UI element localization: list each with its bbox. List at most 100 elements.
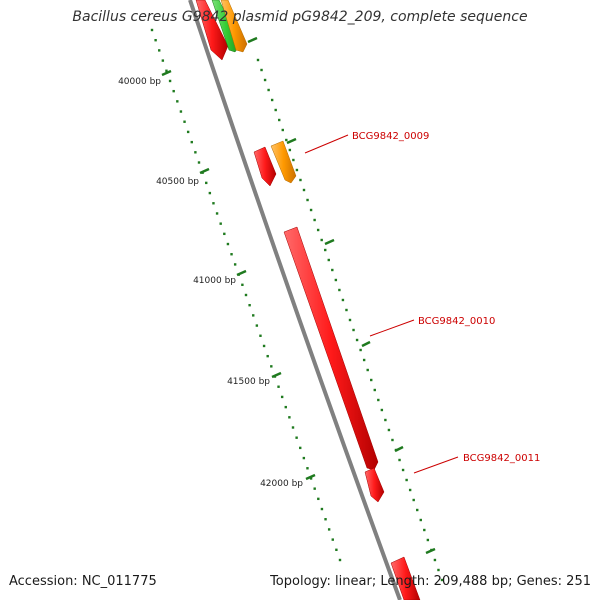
- accession-text: Accession: NC_011775: [9, 574, 157, 589]
- gene-leader-line: [304, 134, 349, 154]
- ruler-dot: [172, 89, 175, 93]
- gene-arrow[interactable]: [270, 140, 297, 184]
- ruler-dot: [256, 58, 260, 62]
- ruler-dot: [313, 218, 316, 222]
- ruler-dot: [150, 28, 154, 32]
- ruler-dot: [306, 198, 309, 202]
- ruler-dot: [440, 578, 444, 582]
- ruler-dot: [226, 242, 230, 246]
- gene-label-bcg9842-0011[interactable]: BCG9842_0011: [463, 453, 540, 464]
- ruler-dot: [299, 446, 302, 450]
- ruler-dot: [359, 348, 362, 352]
- ruler-dot: [179, 110, 183, 113]
- gene-labels: BCG9842_0009 BCG9842_0010 BCG9842_0011: [304, 131, 540, 474]
- ruler-dot: [380, 408, 384, 412]
- gene-arrow[interactable]: [220, 0, 248, 53]
- gene-label-bcg9842-0010[interactable]: BCG9842_0010: [418, 316, 495, 327]
- ruler-dot: [284, 405, 287, 409]
- ruler-dot: [212, 202, 215, 205]
- ruler-dot: [288, 416, 291, 419]
- ruler-dot: [423, 528, 426, 532]
- ruler-dot: [391, 438, 394, 442]
- ruler-dot: [324, 248, 327, 252]
- gene-arrow[interactable]: [195, 0, 229, 61]
- ruler-dot: [419, 518, 422, 522]
- ruler-dot: [405, 478, 408, 482]
- ruler-dot: [292, 158, 295, 162]
- ruler-dot: [154, 38, 157, 42]
- ruler-dot: [281, 128, 284, 132]
- ruler-dot: [331, 268, 334, 272]
- ruler-dot: [320, 507, 324, 511]
- scale-tick-label: 41000 bp: [193, 276, 236, 286]
- ruler-dot: [335, 548, 338, 552]
- gene-leader-line: [369, 319, 415, 337]
- ruler-dot: [302, 456, 306, 460]
- ruler-dot: [280, 395, 284, 399]
- ruler-dot: [366, 368, 369, 372]
- ruler-dot: [341, 298, 345, 302]
- ruler-dot: [426, 538, 430, 542]
- ruler-dot: [260, 68, 263, 72]
- ruler-dot: [259, 334, 262, 337]
- topology-summary: Topology: linear; Length: 209,488 bp; Ge…: [270, 574, 591, 589]
- gene-arrow[interactable]: [253, 146, 277, 187]
- ruler-dot: [327, 528, 331, 531]
- scale-tick-label: 40000 bp: [118, 77, 161, 87]
- ruler-dot: [416, 508, 419, 512]
- ruler-dot: [401, 468, 405, 472]
- gene-leader-line: [413, 456, 459, 474]
- ruler-dot: [384, 418, 387, 422]
- ruler-dot: [309, 477, 313, 480]
- ruler-dot: [398, 458, 401, 462]
- gene-arrow[interactable]: [283, 226, 379, 471]
- ruler-dot: [270, 365, 273, 368]
- ruler-dot: [313, 487, 316, 490]
- ruler-dot: [327, 258, 330, 262]
- ruler-dot: [302, 188, 306, 192]
- ruler-dot: [219, 222, 222, 225]
- ruler-dot: [168, 79, 172, 83]
- gene-arrow[interactable]: [390, 556, 421, 600]
- ruler-dot: [262, 344, 266, 348]
- ruler-dot: [194, 151, 197, 154]
- gene-arrow[interactable]: [364, 467, 385, 503]
- ruler-dot: [176, 100, 179, 103]
- ruler-dot: [223, 232, 226, 236]
- ruler-dot: [320, 238, 323, 242]
- scale-ticks: 40000 bp 40500 bp 41000 bp 41500 bp 4200…: [118, 36, 436, 555]
- ruler-dot: [263, 78, 267, 82]
- ruler-dot: [334, 278, 338, 282]
- ruler-dot: [433, 558, 437, 562]
- ruler-dot: [158, 49, 161, 52]
- map-title: Bacillus cereus G9842 plasmid pG9842_209…: [72, 9, 528, 25]
- ruler-dot: [255, 324, 259, 327]
- ruler-dot: [331, 538, 334, 541]
- ruler-dot: [183, 120, 186, 123]
- ruler-dot: [186, 130, 190, 134]
- ruler-dot: [338, 288, 341, 292]
- ruler-dot: [233, 263, 237, 266]
- ruler-dot: [197, 161, 201, 164]
- ruler-dot: [285, 138, 288, 142]
- ruler-dot: [338, 558, 342, 562]
- ruler-dot: [274, 108, 277, 112]
- ruler-dot: [278, 118, 281, 122]
- ruler-dot: [295, 168, 299, 172]
- scale-tick-label: 40500 bp: [156, 177, 199, 187]
- scale-tick-label: 41500 bp: [227, 377, 270, 387]
- ruler-dot: [324, 518, 327, 521]
- ruler-dot: [299, 178, 302, 182]
- ruler-dot: [370, 378, 373, 382]
- ruler-dot: [165, 69, 168, 72]
- ruler-dot: [295, 436, 298, 439]
- ruler-dot: [355, 338, 359, 342]
- gene-features: [195, 0, 421, 600]
- ruler-dot: [190, 140, 193, 144]
- gene-label-bcg9842-0009[interactable]: BCG9842_0009: [352, 131, 429, 142]
- ruler-dot: [248, 303, 251, 307]
- ruler-dot: [230, 253, 233, 256]
- ruler-dot: [377, 398, 380, 402]
- ruler-dot: [317, 497, 320, 501]
